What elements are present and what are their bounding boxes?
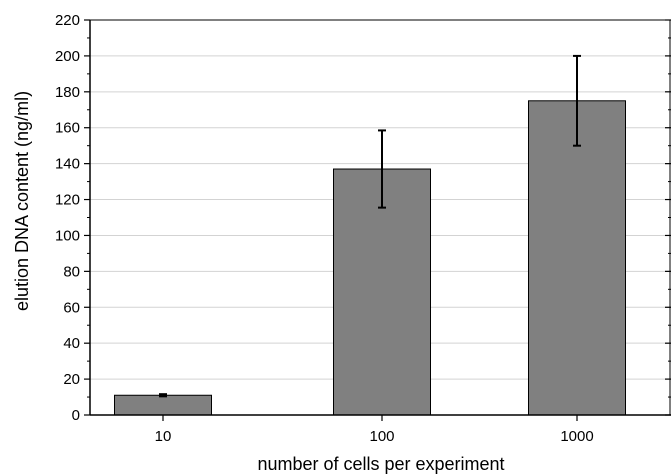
bar-100 bbox=[333, 168, 431, 416]
tick-labels: 10 100 1000 0 20 40 60 80 100 120 140 160 180 200 220 bbox=[55, 12, 594, 445]
y-tick-label: 80 bbox=[63, 263, 80, 280]
axes bbox=[84, 19, 671, 421]
error-bars bbox=[159, 54, 581, 398]
error-bar-1000 bbox=[573, 54, 581, 147]
error-bar-100 bbox=[378, 129, 386, 209]
x-tick-label: 1000 bbox=[560, 428, 593, 445]
y-tick-label: 20 bbox=[63, 371, 80, 388]
x-tick-label: 100 bbox=[369, 428, 394, 445]
y-tick-label: 140 bbox=[55, 156, 80, 173]
y-tick-label: 200 bbox=[55, 48, 80, 65]
y-tick-label: 40 bbox=[63, 335, 80, 352]
y-axis-title: elution DNA content (ng/ml) bbox=[12, 91, 32, 311]
y-tick-label: 60 bbox=[63, 299, 80, 316]
bar-1000 bbox=[528, 100, 626, 416]
y-tick-label: 160 bbox=[55, 120, 80, 137]
y-tick-label: 120 bbox=[55, 192, 80, 209]
x-axis-title: number of cells per experiment bbox=[257, 454, 504, 474]
bar-10 bbox=[114, 394, 212, 416]
y-tick-label: 100 bbox=[55, 227, 80, 244]
y-tick-label: 0 bbox=[72, 407, 80, 424]
y-tick-label: 220 bbox=[55, 12, 80, 29]
error-bar-10 bbox=[159, 393, 167, 398]
y-tick-label: 180 bbox=[55, 84, 80, 101]
x-tick-label: 10 bbox=[155, 428, 172, 445]
bars bbox=[114, 100, 626, 416]
